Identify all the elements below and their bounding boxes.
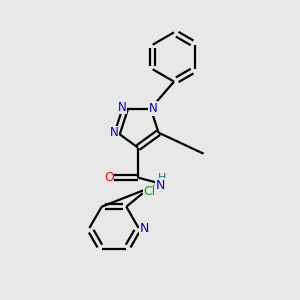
Text: N: N [118, 100, 127, 113]
Text: O: O [104, 171, 114, 184]
Text: N: N [110, 126, 118, 139]
Text: N: N [156, 178, 165, 192]
Text: H: H [158, 173, 166, 183]
Text: Cl: Cl [143, 185, 155, 198]
Text: N: N [139, 221, 149, 235]
Text: N: N [148, 102, 157, 115]
